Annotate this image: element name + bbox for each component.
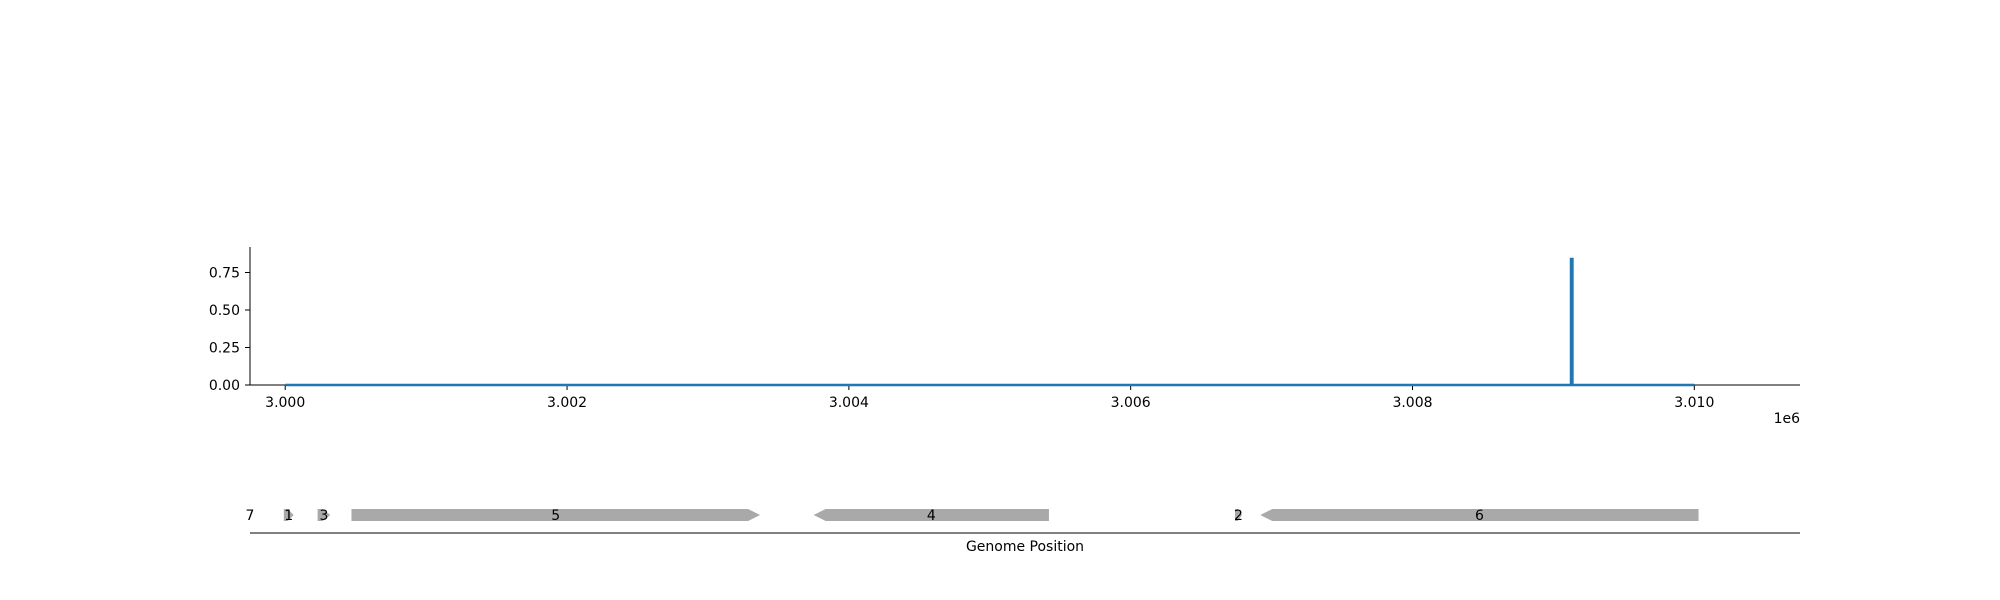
gene-feature-label: 2 bbox=[1234, 508, 1243, 524]
x-offset-label: 1e6 bbox=[1774, 411, 1801, 427]
gene-feature bbox=[317, 509, 331, 521]
gene-features: 7 1 3 5 4 2 6 bbox=[246, 508, 1699, 524]
gene-feature-label: 6 bbox=[1475, 508, 1484, 524]
y-tick-label: 0.50 bbox=[209, 303, 240, 319]
x-tick-label: 3.000 bbox=[265, 395, 305, 411]
track-xlabel: Genome Position bbox=[966, 539, 1084, 555]
y-tick-label: 0.75 bbox=[209, 266, 240, 282]
gene-track: 7 1 3 5 4 2 6 Genome Position bbox=[246, 508, 1800, 555]
y-ticks: 0.00 0.25 0.50 0.75 bbox=[209, 266, 250, 394]
series-line bbox=[285, 257, 1695, 387]
signal-plot: 3.000 3.002 3.004 3.006 3.008 3.010 0.000.250… bbox=[209, 247, 1800, 427]
x-tick-label: 3.002 bbox=[547, 395, 587, 411]
series-group bbox=[285, 257, 1695, 387]
gene-feature-label: 5 bbox=[551, 508, 560, 524]
gene-feature bbox=[1234, 509, 1242, 521]
x-ticks: 3.000 3.002 3.004 3.006 3.008 3.010 bbox=[265, 385, 1714, 411]
y-tick-label: 0.25 bbox=[209, 341, 240, 357]
x-tick-label: 3.006 bbox=[1111, 395, 1151, 411]
gene-feature-label: 1 bbox=[284, 508, 293, 524]
gene-feature bbox=[1260, 509, 1699, 521]
gene-feature bbox=[813, 509, 1049, 521]
gene-feature bbox=[351, 509, 761, 521]
x-tick-label: 3.004 bbox=[829, 395, 869, 411]
gene-feature-label: 7 bbox=[246, 508, 255, 524]
x-tick-label: 3.010 bbox=[1674, 395, 1714, 411]
gene-feature bbox=[283, 509, 294, 521]
gene-feature-label: 4 bbox=[927, 508, 936, 524]
gene-feature-label: 3 bbox=[320, 508, 329, 524]
y-tick-label: 0.00 bbox=[209, 378, 240, 394]
x-tick-label: 3.008 bbox=[1392, 395, 1432, 411]
